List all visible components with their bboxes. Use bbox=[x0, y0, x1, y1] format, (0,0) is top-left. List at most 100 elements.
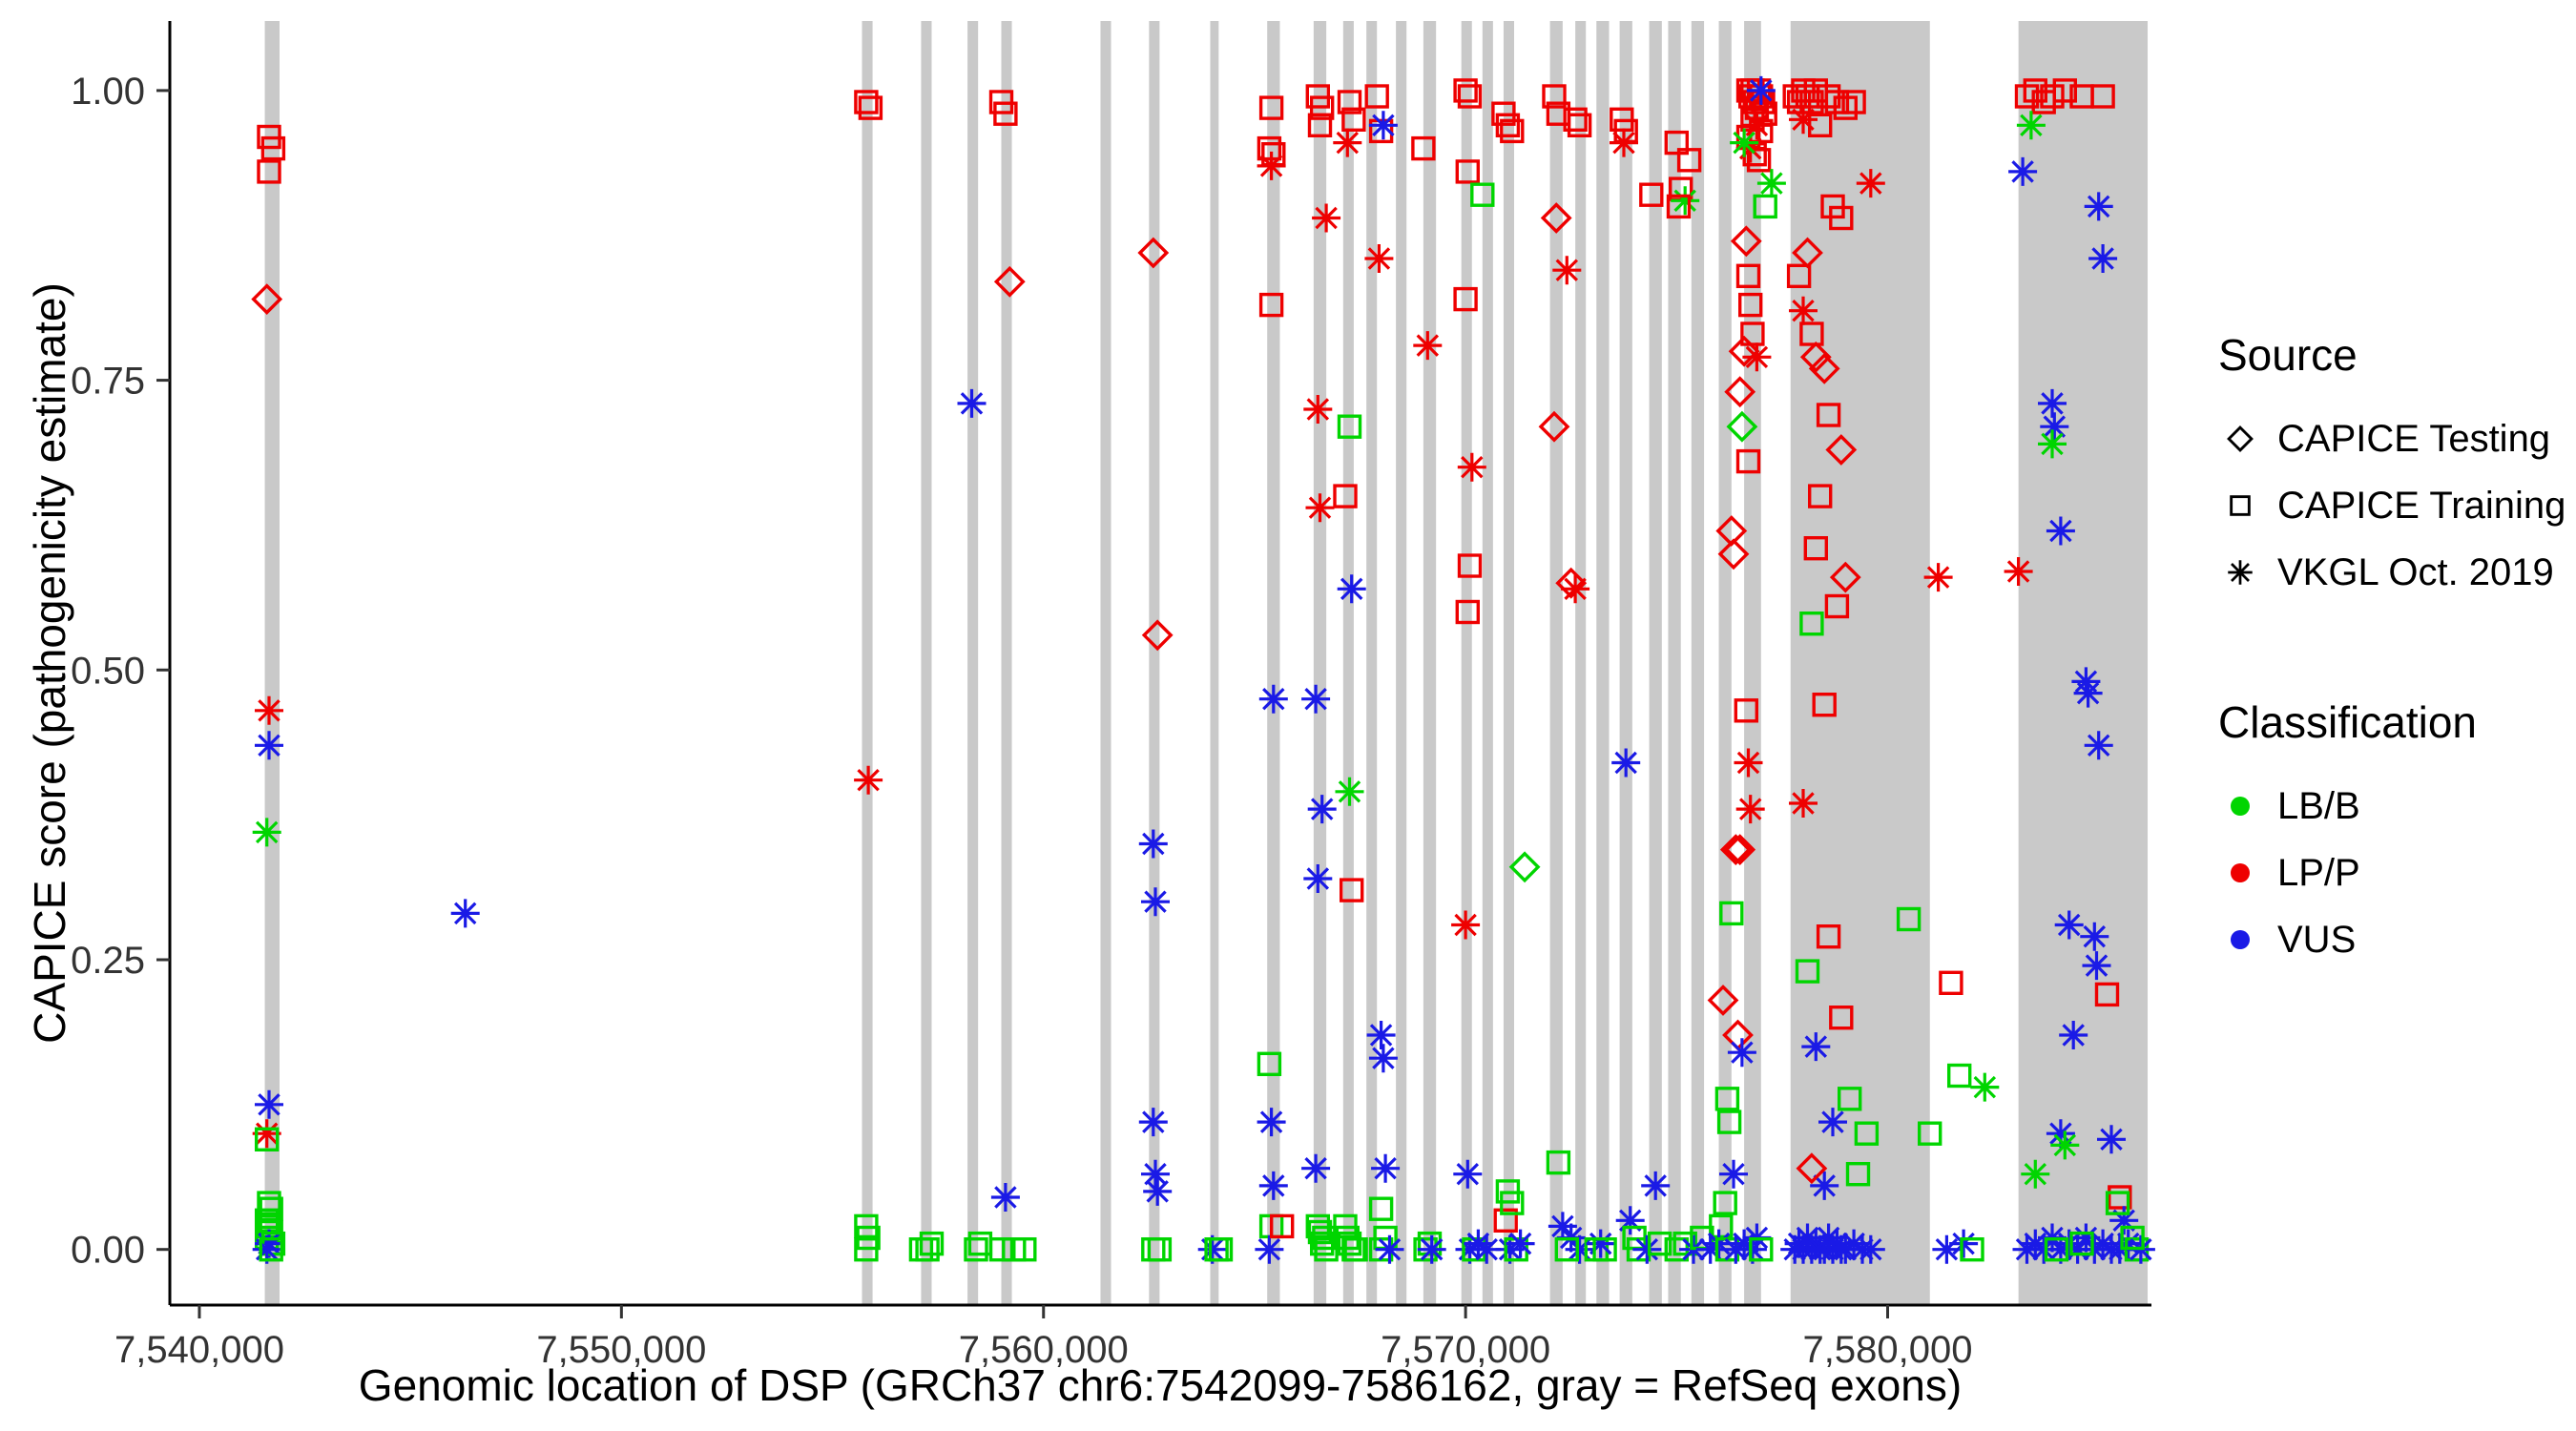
data-point bbox=[1567, 113, 1592, 138]
data-point bbox=[450, 899, 480, 928]
data-point bbox=[255, 1089, 283, 1119]
data-point bbox=[1932, 1234, 1962, 1264]
exon-band bbox=[1313, 21, 1327, 1305]
data-point bbox=[2105, 1191, 2130, 1215]
data-point bbox=[1307, 113, 1333, 138]
data-point bbox=[1137, 237, 1170, 269]
data-point bbox=[2038, 429, 2067, 459]
data-point bbox=[255, 1229, 283, 1258]
exon-band bbox=[1790, 21, 1930, 1305]
data-point bbox=[1799, 612, 1824, 636]
data-point bbox=[1854, 1121, 1880, 1146]
exon-band bbox=[1210, 21, 1219, 1305]
data-point bbox=[1375, 1234, 1404, 1264]
legend-source-items: CAPICE Testing CAPICE Training VKGL Oct. 2… bbox=[2218, 405, 2566, 606]
data-point bbox=[1141, 1159, 1170, 1189]
data-point bbox=[2073, 678, 2103, 708]
data-point bbox=[2088, 1229, 2118, 1258]
data-point bbox=[1730, 225, 1762, 258]
data-point bbox=[1923, 563, 1953, 592]
data-point bbox=[1829, 561, 1861, 593]
data-point bbox=[1258, 95, 1284, 120]
exon-band bbox=[1619, 21, 1632, 1305]
data-point bbox=[1457, 84, 1483, 109]
data-point bbox=[1337, 574, 1366, 604]
legend-item-label: LB/B bbox=[2277, 784, 2360, 827]
data-point bbox=[2021, 1159, 2050, 1189]
data-point bbox=[957, 388, 987, 418]
data-point bbox=[1417, 1231, 1443, 1256]
data-point bbox=[255, 731, 283, 760]
exon-band bbox=[2018, 21, 2149, 1305]
data-point bbox=[1453, 78, 1478, 103]
data-point bbox=[1724, 834, 1756, 866]
exon-band bbox=[921, 21, 932, 1305]
legend-item: CAPICE Training bbox=[2218, 472, 2566, 539]
data-point bbox=[1455, 1234, 1485, 1264]
data-point bbox=[1257, 1108, 1286, 1137]
data-point bbox=[1799, 321, 1824, 346]
data-point bbox=[1563, 107, 1588, 133]
exon-band bbox=[1549, 21, 1563, 1305]
data-point bbox=[1837, 1087, 1862, 1111]
data-point bbox=[1542, 84, 1567, 109]
legend-classification-items: LB/B LP/P VUS bbox=[2218, 773, 2566, 973]
data-point bbox=[2052, 78, 2078, 103]
data-point bbox=[1500, 1191, 1525, 1215]
data-point bbox=[1337, 90, 1362, 114]
data-point bbox=[993, 265, 1026, 298]
data-point bbox=[1552, 256, 1582, 285]
exon-band bbox=[1575, 21, 1587, 1305]
exon-band bbox=[1342, 21, 1354, 1305]
data-point bbox=[1333, 128, 1362, 157]
data-point bbox=[964, 1236, 988, 1262]
data-point bbox=[1704, 1229, 1734, 1258]
data-point bbox=[1141, 887, 1170, 917]
data-point bbox=[2071, 667, 2101, 696]
data-point bbox=[1803, 536, 1829, 561]
data-point bbox=[1735, 263, 1761, 288]
data-point bbox=[2014, 84, 2040, 109]
data-point bbox=[2004, 557, 2033, 586]
data-point bbox=[854, 1236, 879, 1262]
data-point bbox=[1808, 352, 1840, 384]
data-point bbox=[1337, 1231, 1362, 1256]
data-point bbox=[1586, 1229, 1615, 1258]
legend: Source CAPICE Testing CAPICE Training VKGL… bbox=[2218, 329, 2566, 973]
data-point bbox=[1728, 335, 1760, 367]
data-point bbox=[1309, 95, 1335, 120]
data-point bbox=[1493, 1208, 1518, 1234]
data-point bbox=[1143, 1176, 1173, 1206]
data-point bbox=[1453, 286, 1478, 312]
data-point bbox=[1829, 1005, 1854, 1030]
data-point bbox=[1719, 1159, 1748, 1189]
data-point bbox=[1457, 452, 1486, 482]
data-point bbox=[2046, 1234, 2075, 1264]
data-point bbox=[2090, 84, 2115, 109]
data-point bbox=[1647, 1231, 1672, 1256]
data-point bbox=[2038, 388, 2067, 418]
data-point bbox=[1457, 553, 1483, 578]
y-axis-title: CAPICE score (pathogenicity estimate) bbox=[25, 282, 74, 1044]
legend-item: LB/B bbox=[2218, 773, 2566, 840]
x-tick-label: 7,570,000 bbox=[1381, 1329, 1550, 1371]
data-point bbox=[1495, 113, 1521, 138]
data-point bbox=[1147, 1236, 1173, 1262]
data-point bbox=[919, 1231, 945, 1256]
data-point bbox=[1366, 1021, 1396, 1049]
data-point bbox=[1565, 1234, 1594, 1264]
data-point bbox=[1411, 135, 1436, 161]
data-point bbox=[1309, 1231, 1335, 1256]
data-point bbox=[1676, 148, 1702, 173]
exon-band bbox=[1668, 21, 1681, 1305]
data-point bbox=[1371, 1153, 1401, 1183]
data-point bbox=[1664, 130, 1690, 156]
legend-item-label: VUS bbox=[2277, 918, 2357, 961]
data-point bbox=[2120, 1225, 2145, 1251]
data-point bbox=[1789, 296, 1818, 325]
data-point bbox=[988, 1236, 1014, 1262]
data-point bbox=[1856, 169, 1885, 198]
data-point bbox=[2108, 1185, 2132, 1210]
data-point bbox=[257, 1191, 281, 1215]
